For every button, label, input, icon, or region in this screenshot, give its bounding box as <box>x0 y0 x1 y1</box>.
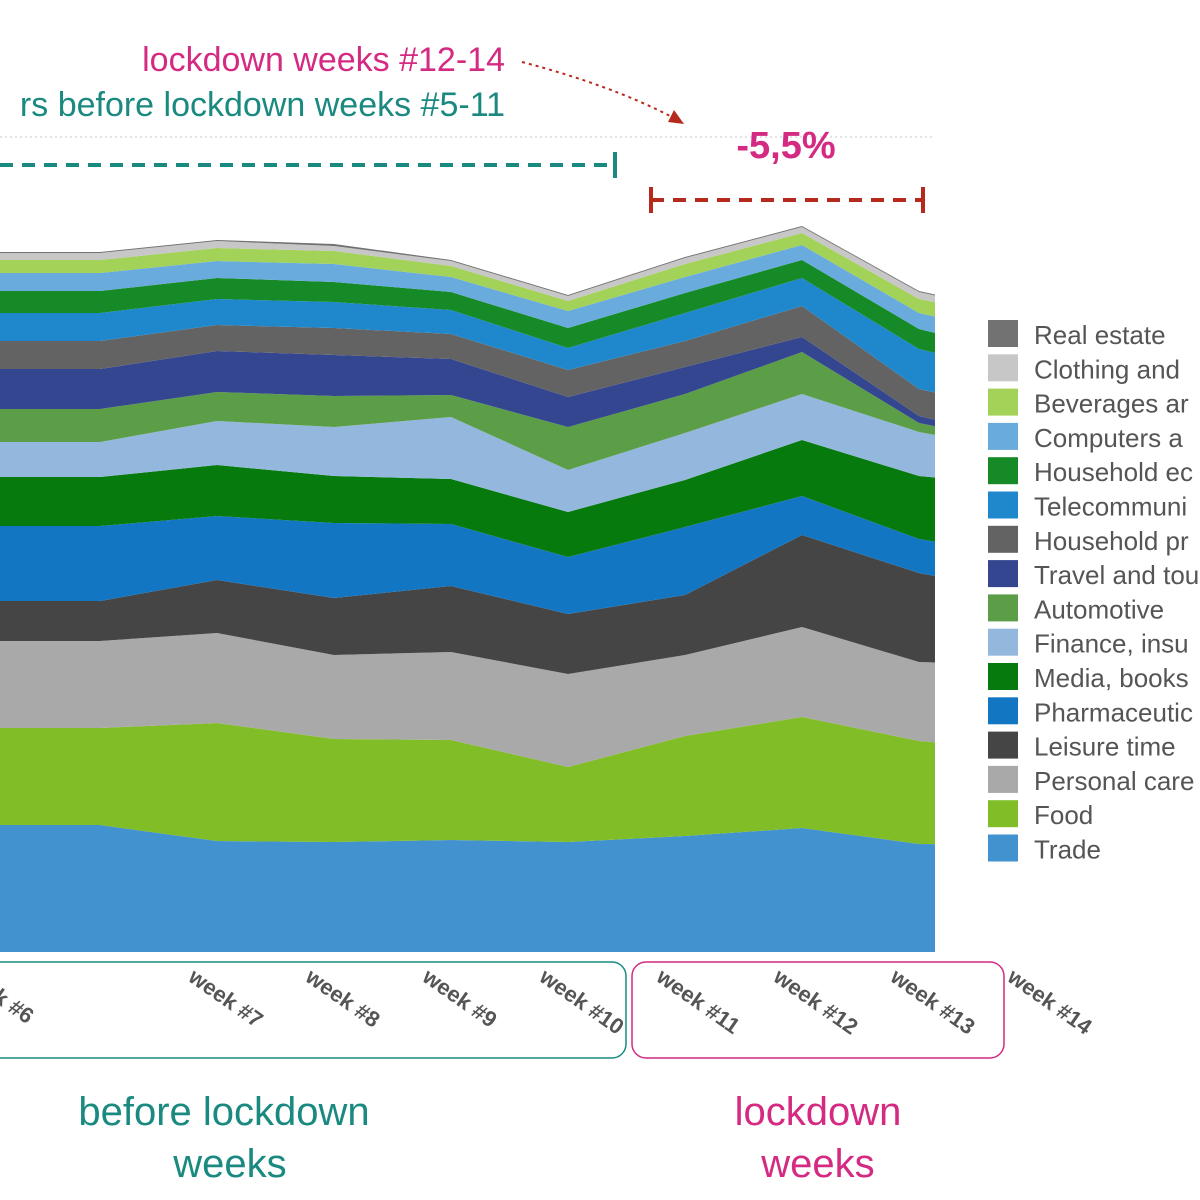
legend-swatch <box>988 457 1018 485</box>
lockdown-bracket <box>631 961 1005 1059</box>
legend-swatch <box>988 628 1018 656</box>
x-tick-label: k #6 <box>0 984 39 1029</box>
legend-swatch <box>988 388 1018 416</box>
area-series-finance-insurance <box>0 394 935 512</box>
legend-swatch <box>988 525 1018 553</box>
x-tick-label: week #12 <box>768 963 862 1039</box>
legend-swatch <box>988 354 1018 382</box>
legend-swatch <box>988 320 1018 347</box>
change-percentage: -5,5% <box>736 125 835 167</box>
legend-swatch <box>988 765 1018 793</box>
legend: Real estate Clothing and Beverages ar Compu… <box>988 320 1199 865</box>
area-series-food <box>0 717 935 845</box>
area-series-media-books <box>0 440 935 557</box>
area-series-household-equipment <box>0 260 935 353</box>
area-layers <box>0 226 935 952</box>
before-lockdown-bracket <box>0 961 627 1059</box>
legend-label: Media, books <box>1034 663 1189 693</box>
legend-swatch <box>988 491 1018 519</box>
x-tick-label: week #9 <box>417 963 501 1032</box>
legend-label: Telecommuni <box>1034 492 1187 522</box>
area-series-telecommunications <box>0 278 935 393</box>
lockdown-weeks-annotation: lockdown weeks #12-14 <box>142 41 505 79</box>
legend-label: Clothing and <box>1034 354 1180 384</box>
legend-swatch <box>988 731 1018 759</box>
lockdown-group-label-line1: lockdown <box>735 1090 902 1134</box>
area-series-travel-and-tourism <box>0 337 935 427</box>
legend-label: Computers a <box>1034 423 1183 453</box>
legend-swatch <box>988 663 1018 690</box>
legend-label: Real estate <box>1034 320 1166 350</box>
x-tick-label: week #8 <box>300 963 384 1032</box>
before-lockdown-group-label-line2: weeks <box>172 1142 286 1186</box>
legend-label: Trade <box>1034 835 1101 865</box>
area-series-beverages-and-tobacco <box>0 233 935 317</box>
legend-label: Finance, insu <box>1034 629 1189 659</box>
area-series-clothing-and-accessories <box>0 227 935 303</box>
annotation-arrow <box>521 61 671 117</box>
area-series-automotive <box>0 352 935 470</box>
lockdown-group-label-line2: weeks <box>760 1142 874 1186</box>
x-tick-label: week #7 <box>183 963 267 1032</box>
area-series-household-products <box>0 306 935 420</box>
before-lockdown-annotation: rs before lockdown weeks #5-11 <box>20 86 505 124</box>
x-tick-label: week #10 <box>534 963 628 1039</box>
area-series-pharmaceuticals <box>0 496 935 614</box>
legend-label: Automotive <box>1034 594 1164 624</box>
area-series-personal-care <box>0 627 935 767</box>
legend-swatch <box>988 697 1018 725</box>
x-tick-label: week #13 <box>885 963 979 1039</box>
legend-swatch <box>988 422 1018 450</box>
legend-label: Travel and tou <box>1034 560 1199 590</box>
legend-label: Household ec <box>1034 457 1193 487</box>
legend-label: Personal care <box>1034 766 1194 796</box>
legend-label: Pharmaceutic <box>1034 697 1193 727</box>
annotation-arrowhead <box>668 110 684 124</box>
legend-label: Beverages ar <box>1034 389 1189 419</box>
area-series-trade <box>0 825 935 952</box>
legend-swatch <box>988 594 1018 622</box>
area-series-computers-and-electronics <box>0 245 935 333</box>
legend-label: Leisure time <box>1034 732 1176 762</box>
legend-swatch <box>988 800 1018 828</box>
x-tick-label: week #14 <box>1002 963 1097 1040</box>
x-axis-ticks: k #6 week #7 week #8 week #9 week #10 week #1… <box>0 963 1097 1040</box>
legend-swatch <box>988 834 1018 862</box>
legend-swatch <box>988 560 1018 588</box>
legend-label: Household pr <box>1034 526 1189 556</box>
area-series-leisure-time <box>0 535 935 674</box>
legend-label: Food <box>1034 800 1093 830</box>
before-lockdown-group-label-line1: before lockdown <box>78 1090 369 1134</box>
x-tick-label: week #11 <box>651 963 744 1039</box>
